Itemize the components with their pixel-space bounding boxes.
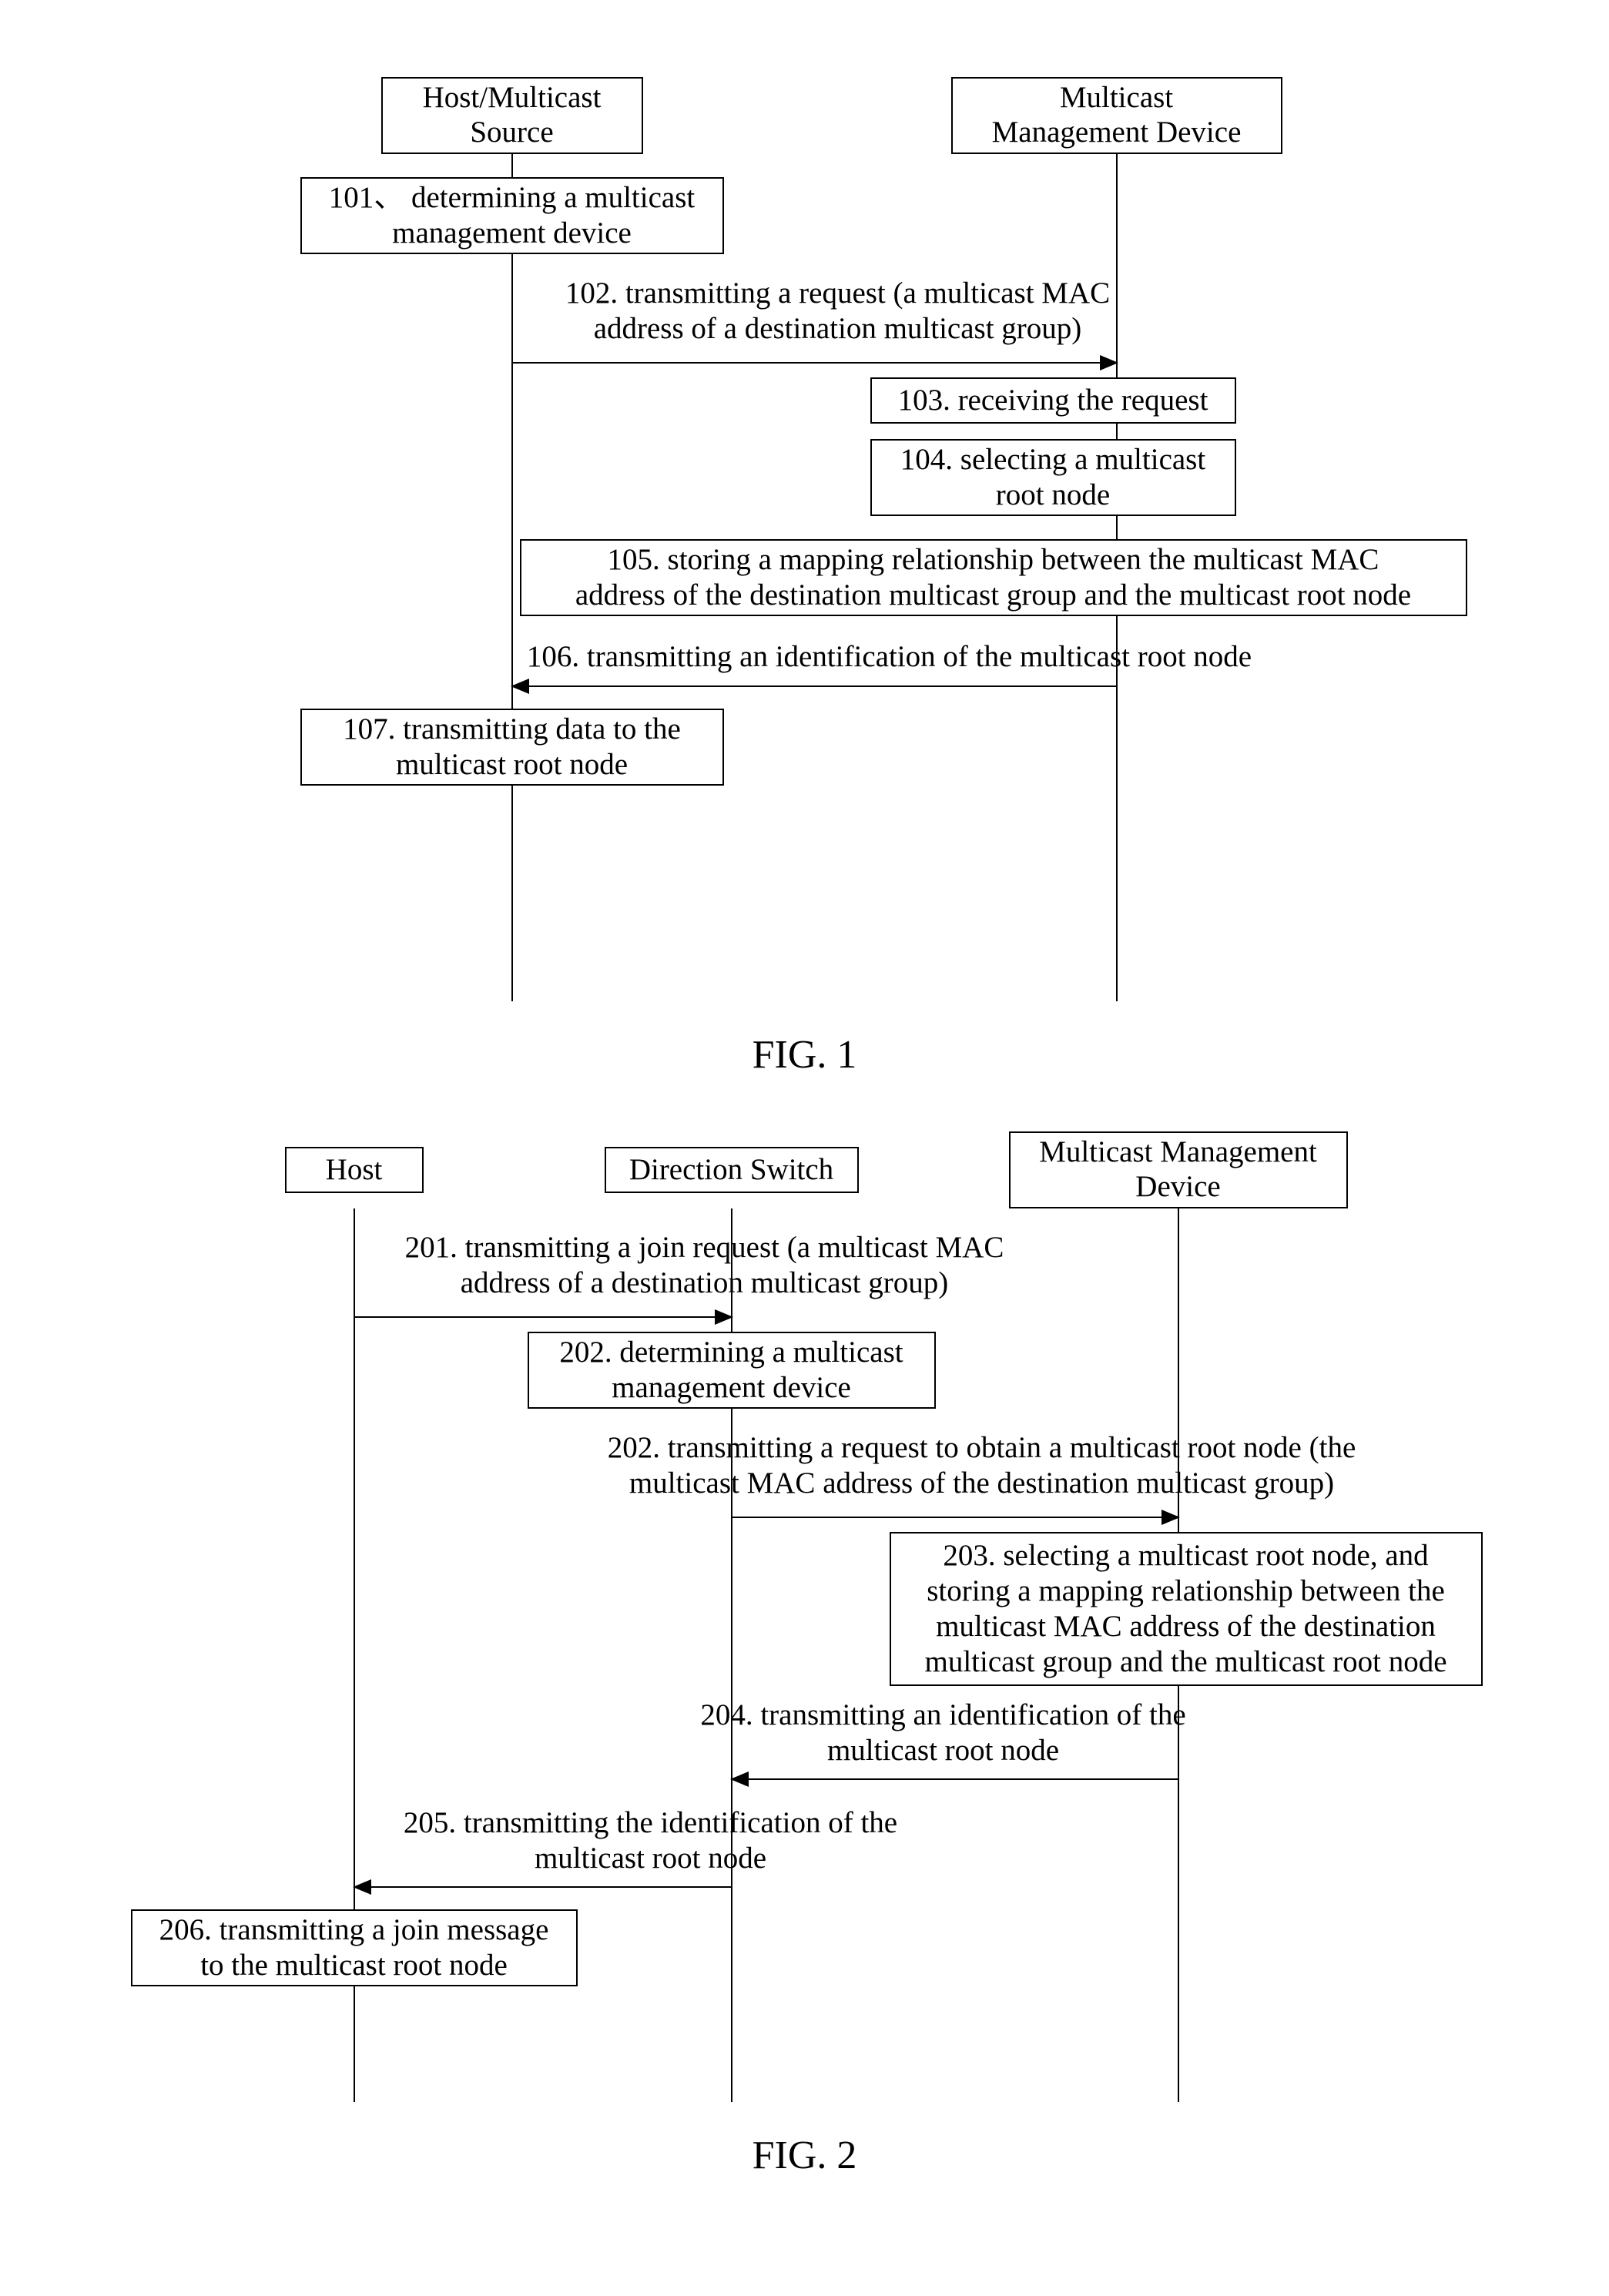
message-label-s201: 201. transmitting a join request (a mult…: [366, 1230, 1044, 1301]
message-arrow-s205: [354, 1886, 732, 1888]
step-box-s103: 103. receiving the request: [870, 377, 1236, 424]
message-arrow-s106: [512, 685, 1117, 687]
lifeline-host: [511, 154, 513, 1001]
step-box-s104: 104. selecting a multicastroot node: [870, 439, 1236, 516]
sequence-diagram-fig1: Host/MulticastSource MulticastManagement …: [142, 77, 1467, 1001]
figure-1-caption: FIG. 1: [39, 1032, 1570, 1078]
step-box-s202a: 202. determining a multicastmanagement d…: [528, 1332, 936, 1409]
message-arrow-s204: [732, 1778, 1178, 1780]
message-label-s205: 205. transmitting the identification of …: [358, 1805, 944, 1876]
step-box-s105: 105. storing a mapping relationship betw…: [520, 539, 1467, 616]
message-arrow-s202b: [732, 1517, 1178, 1518]
step-box-s101: 101、 determining a multicastmanagement d…: [300, 177, 724, 254]
participant-host: Host: [285, 1147, 424, 1193]
participant-ds: Direction Switch: [605, 1147, 859, 1193]
message-label-s106: 106. transmitting an identification of t…: [485, 639, 1294, 675]
message-label-s204: 204. transmitting an identification of t…: [659, 1698, 1229, 1768]
step-box-s206: 206. transmitting a join messageto the m…: [131, 1909, 578, 1986]
sequence-diagram-fig2: Host Direction Switch Multicast Management…: [73, 1131, 1537, 2102]
message-arrow-s102: [512, 362, 1117, 364]
step-box-s107: 107. transmitting data to themulticast r…: [300, 709, 724, 786]
participant-host: Host/MulticastSource: [381, 77, 643, 154]
message-label-s202b: 202. transmitting a request to obtain a …: [551, 1430, 1413, 1501]
participant-mmd: MulticastManagement Device: [951, 77, 1282, 154]
participant-mmd: Multicast ManagementDevice: [1009, 1131, 1348, 1208]
step-box-s203: 203. selecting a multicast root node, an…: [890, 1532, 1483, 1686]
message-label-s102: 102. transmitting a request (a multicast…: [526, 276, 1150, 347]
message-arrow-s201: [354, 1316, 732, 1318]
figure-2-caption: FIG. 2: [39, 2133, 1570, 2178]
